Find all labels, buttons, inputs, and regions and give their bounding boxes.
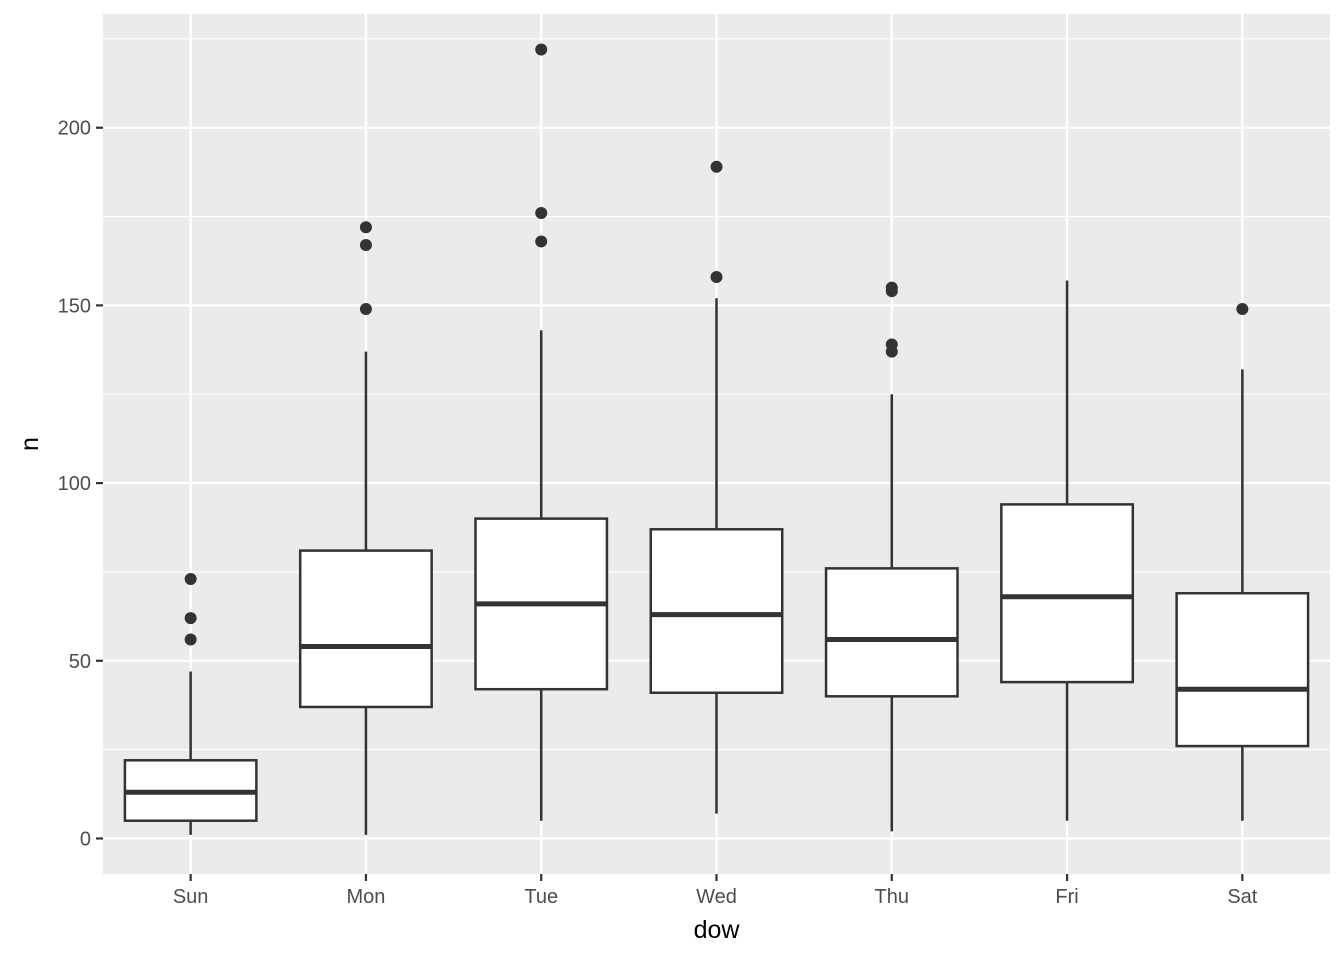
x-axis: Sun Mon Tue Wed Thu Fri Sat xyxy=(173,874,1258,908)
outlier-point xyxy=(359,302,372,315)
x-tick-label: Thu xyxy=(875,886,909,908)
interquartile-box xyxy=(649,528,784,695)
y-axis: 0 50 100 150 200 xyxy=(58,118,103,850)
y-tick-label: 0 xyxy=(80,828,91,850)
outlier-point xyxy=(885,338,898,351)
box-sat xyxy=(1175,302,1310,821)
outlier-point xyxy=(710,160,723,173)
outlier-point xyxy=(184,612,197,625)
interquartile-box xyxy=(298,549,433,709)
interquartile-box xyxy=(1175,592,1310,748)
outlier-point xyxy=(184,573,197,586)
outlier-point xyxy=(359,221,372,234)
x-tick-label: Sat xyxy=(1227,886,1257,908)
box-mon xyxy=(298,221,433,835)
outlier-point xyxy=(710,270,723,283)
box-sun xyxy=(123,573,258,835)
y-tick-label: 150 xyxy=(58,295,91,317)
x-tick-label: Tue xyxy=(524,886,558,908)
box-tue xyxy=(474,43,609,821)
y-tick-label: 100 xyxy=(58,473,91,495)
outlier-point xyxy=(359,238,372,251)
interquartile-box xyxy=(1000,503,1135,684)
x-tick-label: Wed xyxy=(696,886,737,908)
x-axis-title: dow xyxy=(694,916,741,944)
box-series xyxy=(123,43,1310,835)
outlier-point xyxy=(535,43,548,56)
y-tick-label: 50 xyxy=(69,651,91,673)
x-tick-label: Mon xyxy=(346,886,385,908)
x-tick-label: Sun xyxy=(173,886,209,908)
box-wed xyxy=(649,160,784,814)
outlier-point xyxy=(1236,302,1249,315)
outlier-point xyxy=(535,207,548,220)
outlier-point xyxy=(535,235,548,248)
x-tick-label: Fri xyxy=(1055,886,1078,908)
box-thu xyxy=(824,281,959,832)
outlier-point xyxy=(885,281,898,294)
y-axis-title: n xyxy=(16,437,44,451)
outlier-point xyxy=(184,633,197,646)
interquartile-box xyxy=(824,567,959,698)
box-fri xyxy=(1000,280,1135,821)
y-tick-label: 200 xyxy=(58,118,91,140)
